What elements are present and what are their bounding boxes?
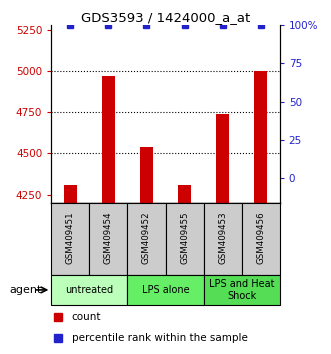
Bar	[178, 185, 191, 203]
Bar	[204, 275, 280, 305]
Text: GSM409453: GSM409453	[218, 211, 227, 264]
Bar	[166, 203, 204, 275]
Bar	[216, 114, 229, 203]
Text: LPS and Heat
Shock: LPS and Heat Shock	[209, 279, 274, 301]
Bar	[204, 203, 242, 275]
Bar	[89, 203, 127, 275]
Text: LPS alone: LPS alone	[142, 285, 189, 295]
Bar	[254, 71, 267, 203]
Text: percentile rank within the sample: percentile rank within the sample	[72, 333, 248, 343]
Text: GSM409452: GSM409452	[142, 211, 151, 264]
Bar	[127, 203, 166, 275]
Text: agent: agent	[9, 285, 41, 295]
Bar	[51, 203, 89, 275]
Text: GSM409456: GSM409456	[256, 211, 265, 264]
Text: GSM409454: GSM409454	[104, 211, 113, 264]
Bar	[102, 76, 115, 203]
Text: count: count	[72, 312, 101, 322]
Text: GSM409451: GSM409451	[66, 211, 75, 264]
Bar	[127, 275, 204, 305]
Bar	[64, 185, 77, 203]
Text: untreated: untreated	[65, 285, 114, 295]
Bar	[51, 275, 127, 305]
Bar	[140, 147, 153, 203]
Bar	[242, 203, 280, 275]
Title: GDS3593 / 1424000_a_at: GDS3593 / 1424000_a_at	[81, 11, 250, 24]
Text: GSM409455: GSM409455	[180, 211, 189, 264]
